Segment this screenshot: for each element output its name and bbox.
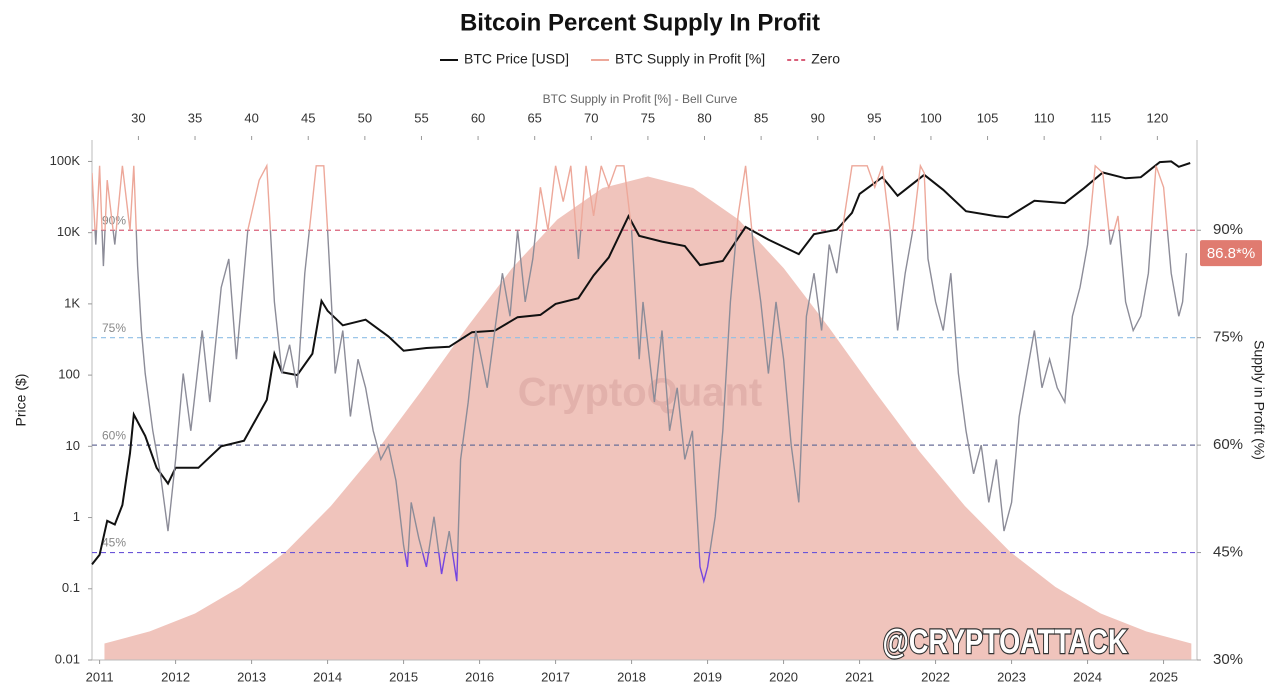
x2-tick-label: 35 <box>188 110 202 125</box>
y2-tick-label: 60% <box>1213 436 1243 453</box>
x-tick-label: 2015 <box>389 669 418 684</box>
x-tick-label: 2019 <box>693 669 722 684</box>
x2-tick-label: 65 <box>527 110 541 125</box>
y2-tick-label: 75% <box>1213 329 1243 346</box>
x-tick-label: 2013 <box>237 669 266 684</box>
legend-label: Zero <box>811 51 840 67</box>
x-tick-label: 2012 <box>161 669 190 684</box>
x2-tick-label: 115 <box>1090 110 1111 125</box>
y-tick-label: 100K <box>50 153 81 168</box>
x2-tick-label: 45 <box>301 110 315 125</box>
x-tick-label: 2011 <box>86 669 114 684</box>
y2-axis-title: Supply in Profit (%) <box>1251 340 1267 460</box>
reference-label: 45% <box>102 536 126 550</box>
handle-watermark: @CRYPTOATTACK <box>883 623 1128 661</box>
y-tick-label: 1 <box>73 509 80 524</box>
y-tick-label: 1K <box>64 295 80 310</box>
current-label: 86.8*% <box>1207 245 1255 262</box>
x2-tick-label: 100 <box>920 110 942 125</box>
x2-tick-label: 80 <box>697 110 711 125</box>
x2-tick-label: 70 <box>584 110 598 125</box>
y-tick-label: 100 <box>58 367 80 382</box>
x2-tick-label: 85 <box>754 110 768 125</box>
supply-line <box>92 163 1169 231</box>
x-tick-label: 2020 <box>769 669 798 684</box>
x-tick-label: 2018 <box>617 669 646 684</box>
current-badge <box>1200 240 1262 267</box>
x2-tick-label: 95 <box>867 110 881 125</box>
y2-tick-label: 30% <box>1213 651 1243 668</box>
x-tick-label: 2022 <box>921 669 950 684</box>
supply-line <box>94 230 1188 553</box>
x2-tick-label: 105 <box>977 110 999 125</box>
x-tick-label: 2024 <box>1073 669 1102 684</box>
y-axis-title: Price ($) <box>13 374 29 427</box>
x2-tick-label: 50 <box>358 110 372 125</box>
price-line <box>91 160 1191 566</box>
y2-tick-label: 45% <box>1213 544 1243 561</box>
x2-tick-label: 90 <box>810 110 824 125</box>
x2-tick-label: 75 <box>641 110 655 125</box>
x-tick-label: 2023 <box>997 669 1026 684</box>
x-tick-label: 2016 <box>465 669 494 684</box>
reference-label: 60% <box>102 428 126 442</box>
top-axis-title: BTC Supply in Profit [%] - Bell Curve <box>543 92 738 106</box>
x2-tick-label: 120 <box>1147 110 1169 125</box>
bell-curve-area <box>104 176 1192 660</box>
legend-label: BTC Price [USD] <box>464 51 569 67</box>
x2-tick-label: 60 <box>471 110 485 125</box>
reference-label: 90% <box>102 213 126 227</box>
x2-tick-label: 55 <box>414 110 428 125</box>
y-tick-label: 0.01 <box>55 651 80 666</box>
y-tick-label: 10K <box>57 224 80 239</box>
y2-tick-label: 90% <box>1213 221 1243 238</box>
x-tick-label: 2021 <box>845 669 874 684</box>
watermark: CryptoQuant <box>518 371 762 415</box>
x-tick-label: 2014 <box>313 669 342 684</box>
x-tick-label: 2017 <box>541 669 570 684</box>
x2-tick-label: 40 <box>244 110 258 125</box>
legend-label: BTC Supply in Profit [%] <box>615 51 765 67</box>
x2-tick-label: 30 <box>131 110 145 125</box>
legend: BTC Price [USD] BTC Supply in Profit [%] Z… <box>440 51 840 67</box>
chart-title: Bitcoin Percent Supply In Profit <box>460 9 820 36</box>
y-tick-label: 0.1 <box>62 580 80 595</box>
x-tick-label: 2025 <box>1149 669 1178 684</box>
x2-tick-label: 110 <box>1034 110 1055 125</box>
reference-label: 75% <box>102 321 126 335</box>
y-tick-label: 10 <box>66 438 80 453</box>
